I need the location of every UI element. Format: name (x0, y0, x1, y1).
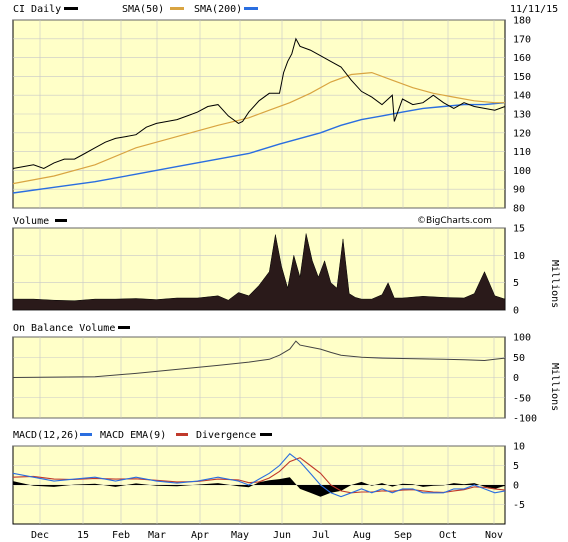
price-ytick-label: 150 (513, 72, 531, 83)
price-panel: 80 90 100 110 120 130 140 150 160 170 180 (12, 16, 531, 215)
x-tick-label: Jun (273, 530, 291, 541)
macd-panel: -5 0 5 10 (12, 442, 525, 525)
macd-ytick-label: -5 (513, 500, 525, 511)
macd-ytick-label: 10 (513, 442, 525, 453)
obv-legend: On Balance Volume (13, 323, 115, 334)
sma50-legend: SMA(50) (122, 4, 164, 15)
price-ytick-label: 110 (513, 147, 531, 158)
volume-panel: 0 5 10 15 (12, 224, 525, 317)
price-ytick-label: 180 (513, 16, 531, 27)
x-tick-label: Nov (485, 530, 503, 541)
obv-panel: -100 -50 0 50 100 (12, 333, 537, 425)
obv-ytick-label: 100 (513, 333, 531, 344)
sma200-legend: SMA(200) (194, 4, 242, 15)
volume-ytick-label: 5 (513, 278, 519, 289)
x-tick-label: Jul (312, 530, 330, 541)
volume-ytick-label: 15 (513, 224, 525, 235)
macd-ema-legend-swatch (176, 433, 188, 436)
price-ytick-label: 90 (513, 185, 525, 196)
price-legend-swatch (64, 7, 78, 10)
sma50-legend-swatch (170, 7, 184, 10)
header-date: 11/11/15 (510, 4, 558, 15)
x-tick-label: Dec (31, 530, 49, 541)
obv-ytick-label: 50 (513, 353, 525, 364)
sma50-line (12, 71, 505, 185)
divergence-legend-swatch (260, 433, 272, 436)
x-tick-label: May (231, 530, 249, 541)
obv-legend-swatch (118, 326, 130, 329)
price-ytick-label: 80 (513, 204, 525, 215)
volume-ytick-label: 10 (513, 251, 525, 262)
macd-ytick-label: 0 (513, 481, 519, 492)
x-axis: Dec 15 Feb Mar Apr May Jun Jul Aug Sep Oct Nov (31, 530, 503, 541)
price-ytick-label: 170 (513, 34, 531, 45)
x-tick-label: Mar (148, 530, 166, 541)
price-ytick-label: 160 (513, 53, 531, 64)
obv-ytick-label: 0 (513, 373, 519, 384)
watermark: ©BigCharts.com (417, 216, 492, 226)
sma200-line (12, 102, 506, 194)
obv-ylabel: Millions (549, 363, 560, 411)
price-ytick-label: 100 (513, 166, 531, 177)
obv-ytick-label: -50 (513, 393, 531, 404)
macd-legend-swatch (80, 433, 92, 436)
x-tick-label: Apr (191, 530, 209, 541)
volume-legend: Volume (13, 216, 49, 227)
price-ytick-label: 120 (513, 128, 531, 139)
volume-area (12, 233, 506, 311)
divergence-legend: Divergence (196, 430, 256, 441)
macd-line (12, 453, 506, 498)
obv-ytick-label: -100 (513, 414, 537, 425)
macd-ema-legend: MACD EMA(9) (100, 430, 166, 441)
volume-ytick-label: 0 (513, 306, 519, 317)
x-tick-label: 15 (77, 530, 89, 541)
price-line (12, 37, 506, 170)
volume-ylabel: Millions (549, 260, 560, 308)
sma200-legend-swatch (244, 7, 258, 10)
x-tick-label: Aug (353, 530, 371, 541)
x-tick-label: Sep (394, 530, 412, 541)
price-ytick-label: 130 (513, 110, 531, 121)
x-tick-label: Feb (112, 530, 130, 541)
price-ytick-label: 140 (513, 91, 531, 102)
x-tick-label: Oct (439, 530, 457, 541)
macd-legend: MACD(12,26) (13, 430, 79, 441)
macd-ytick-label: 5 (513, 461, 519, 472)
obv-line (12, 340, 506, 378)
volume-legend-swatch (55, 219, 67, 222)
symbol-label: CI Daily (13, 4, 61, 15)
